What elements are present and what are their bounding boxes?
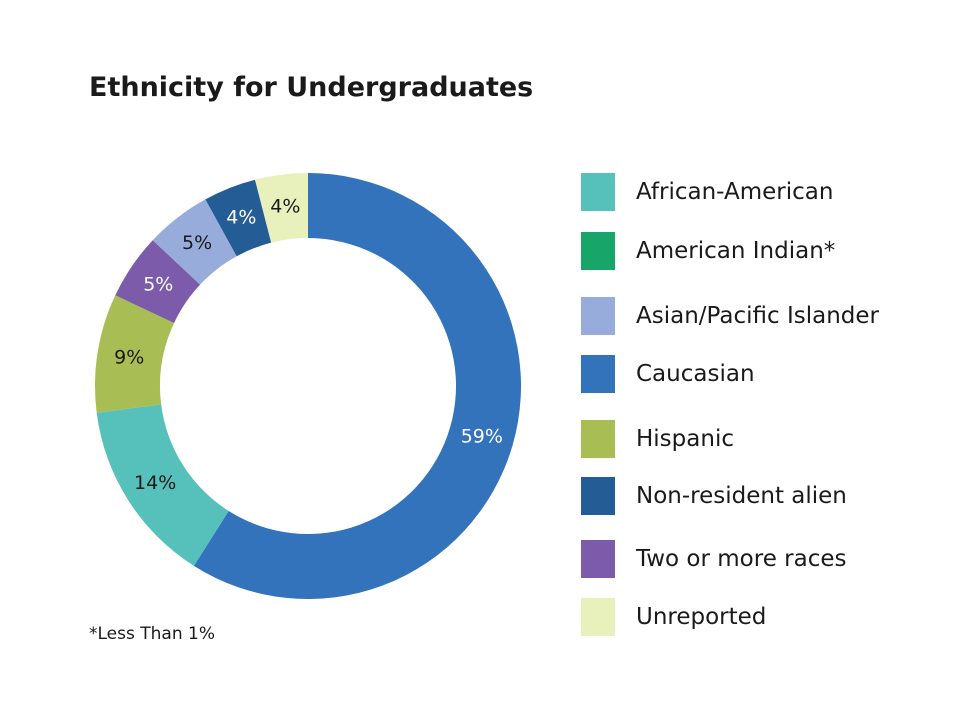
legend-item-caucasian: Caucasian: [581, 355, 755, 393]
legend-label: Unreported: [636, 604, 767, 630]
slice-label-hispanic: 9%: [114, 347, 144, 369]
legend-label: Hispanic: [636, 426, 734, 452]
legend-swatch: [581, 232, 615, 270]
legend-label: Caucasian: [636, 361, 755, 387]
slice-two-or-more-races: [115, 240, 201, 323]
chart-legend: African-American American Indian* Asian/Pa…: [581, 0, 973, 726]
slice-asian-pacific-islander: [152, 199, 237, 285]
legend-item-african-american: African-American: [581, 173, 833, 211]
slice-unreported: [255, 173, 308, 243]
legend-label: Non-resident alien: [636, 483, 847, 509]
chart-footnote: *Less Than 1%: [89, 624, 215, 644]
legend-label: American Indian*: [636, 238, 836, 264]
legend-swatch: [581, 540, 615, 578]
chart-title: Ethnicity for Undergraduates: [89, 72, 534, 103]
slice-non-resident-alien: [205, 179, 272, 257]
legend-item-two-or-more-races: Two or more races: [581, 540, 847, 578]
legend-swatch: [581, 297, 615, 335]
legend-swatch: [581, 598, 615, 636]
legend-swatch: [581, 420, 615, 458]
legend-label: Two or more races: [636, 546, 847, 572]
slice-label-two-or-more-races: 5%: [143, 273, 173, 295]
slice-caucasian: [193, 173, 521, 599]
legend-label: African-American: [636, 179, 834, 205]
slice-hispanic: [95, 295, 175, 413]
slice-label-asian-pacific-islander: 5%: [182, 232, 212, 254]
legend-item-hispanic: Hispanic: [581, 420, 734, 458]
slice-label-non-resident-alien: 4%: [226, 207, 256, 229]
legend-label: Asian/Pacific Islander: [636, 303, 879, 329]
slice-label-unreported: 4%: [270, 195, 300, 217]
legend-swatch: [581, 355, 615, 393]
legend-swatch: [581, 477, 615, 515]
slice-label-african-american: 14%: [134, 472, 176, 494]
slice-label-caucasian: 59%: [461, 425, 503, 447]
slice-african-american: [96, 404, 229, 566]
legend-item-unreported: Unreported: [581, 598, 766, 636]
legend-item-american-indian: American Indian*: [581, 232, 835, 270]
legend-item-non-resident-alien: Non-resident alien: [581, 477, 847, 515]
legend-swatch: [581, 173, 615, 211]
legend-item-asian-pacific-islander: Asian/Pacific Islander: [581, 297, 879, 335]
